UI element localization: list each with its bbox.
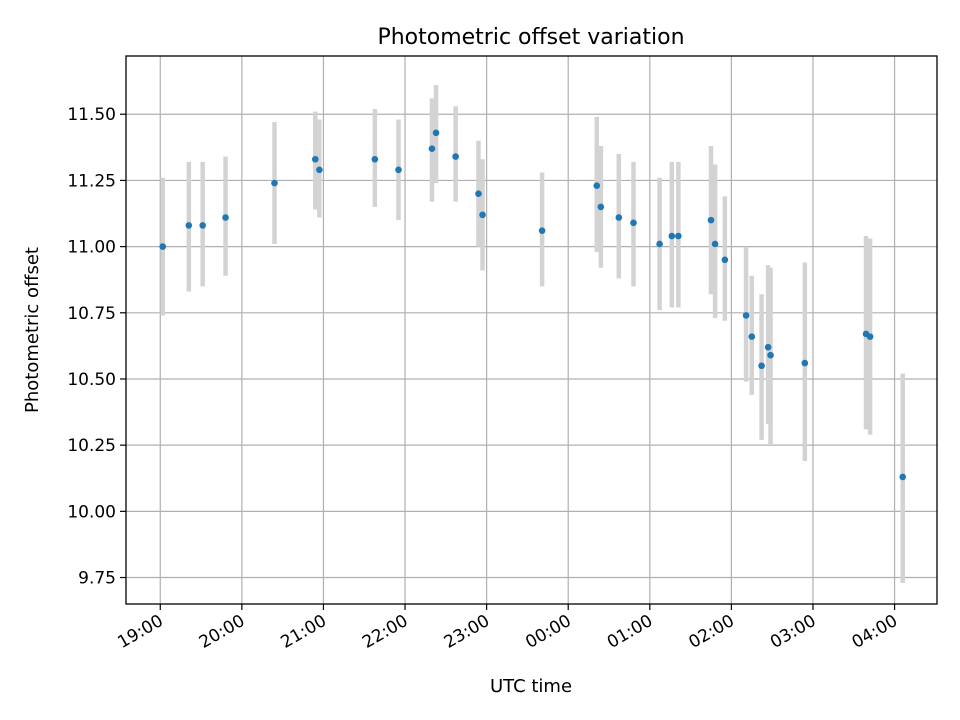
data-point xyxy=(452,153,459,160)
data-point xyxy=(801,359,809,367)
y-axis-label: Photometric offset xyxy=(22,247,43,413)
data-point xyxy=(597,203,605,211)
chart-title: Photometric offset variation xyxy=(377,25,684,50)
y-tick-label: 11.50 xyxy=(67,105,116,125)
x-tick-label: 20:00 xyxy=(196,611,248,653)
data-point xyxy=(479,211,486,219)
data-point xyxy=(899,473,907,481)
y-tick-label: 10.25 xyxy=(67,436,116,456)
data-point xyxy=(428,145,436,152)
x-tick-label: 04:00 xyxy=(849,611,901,653)
x-axis-label: UTC time xyxy=(490,676,572,697)
plot-frame xyxy=(125,55,938,605)
data-point xyxy=(748,333,756,340)
data-point xyxy=(711,240,719,248)
y-tick-label: 10.00 xyxy=(67,502,116,522)
data-point xyxy=(159,243,167,250)
x-tick-label: 23:00 xyxy=(441,611,493,653)
data-point xyxy=(371,155,379,163)
x-tick-label: 03:00 xyxy=(767,611,819,653)
data-point xyxy=(675,232,682,240)
y-tick-label: 11.25 xyxy=(67,171,116,191)
data-point xyxy=(767,351,774,359)
data-point xyxy=(538,227,546,235)
data-point xyxy=(656,240,663,248)
data-point xyxy=(395,166,402,174)
data-point xyxy=(271,179,278,187)
x-tick-label: 00:00 xyxy=(522,611,574,653)
data-point xyxy=(721,256,729,264)
data-point xyxy=(758,362,765,370)
x-tick-label: 22:00 xyxy=(359,611,411,653)
y-axis-ticks: 9.75 10.00 10.25 10.50 10.75 11.00 11.25 11.50 xyxy=(67,105,126,589)
data-point xyxy=(764,343,772,351)
data-point xyxy=(668,232,676,240)
data-point xyxy=(630,219,637,227)
data-point xyxy=(707,216,715,224)
data-point xyxy=(615,214,623,221)
x-tick-label: 19:00 xyxy=(114,611,166,653)
data-point xyxy=(432,129,440,137)
data-point xyxy=(185,222,193,229)
y-tick-label: 10.50 xyxy=(67,370,116,390)
x-axis-ticks: 19:00 20:00 21:00 22:00 23:00 00:00 01:00 02:00… xyxy=(114,604,901,653)
data-point xyxy=(866,333,874,340)
data-point xyxy=(593,182,601,190)
y-tick-label: 10.75 xyxy=(67,304,116,324)
x-tick-label: 01:00 xyxy=(604,611,656,653)
data-point xyxy=(316,166,323,174)
error-bars xyxy=(160,85,905,583)
data-point xyxy=(311,155,319,163)
data-point xyxy=(742,312,750,319)
data-points xyxy=(159,129,907,481)
grid xyxy=(126,56,937,604)
x-tick-label: 02:00 xyxy=(685,611,737,653)
data-point xyxy=(222,214,229,221)
data-point xyxy=(475,190,482,197)
y-tick-label: 11.00 xyxy=(67,238,116,258)
x-tick-label: 21:00 xyxy=(278,611,330,653)
y-tick-label: 9.75 xyxy=(78,569,116,589)
data-point xyxy=(199,222,206,229)
